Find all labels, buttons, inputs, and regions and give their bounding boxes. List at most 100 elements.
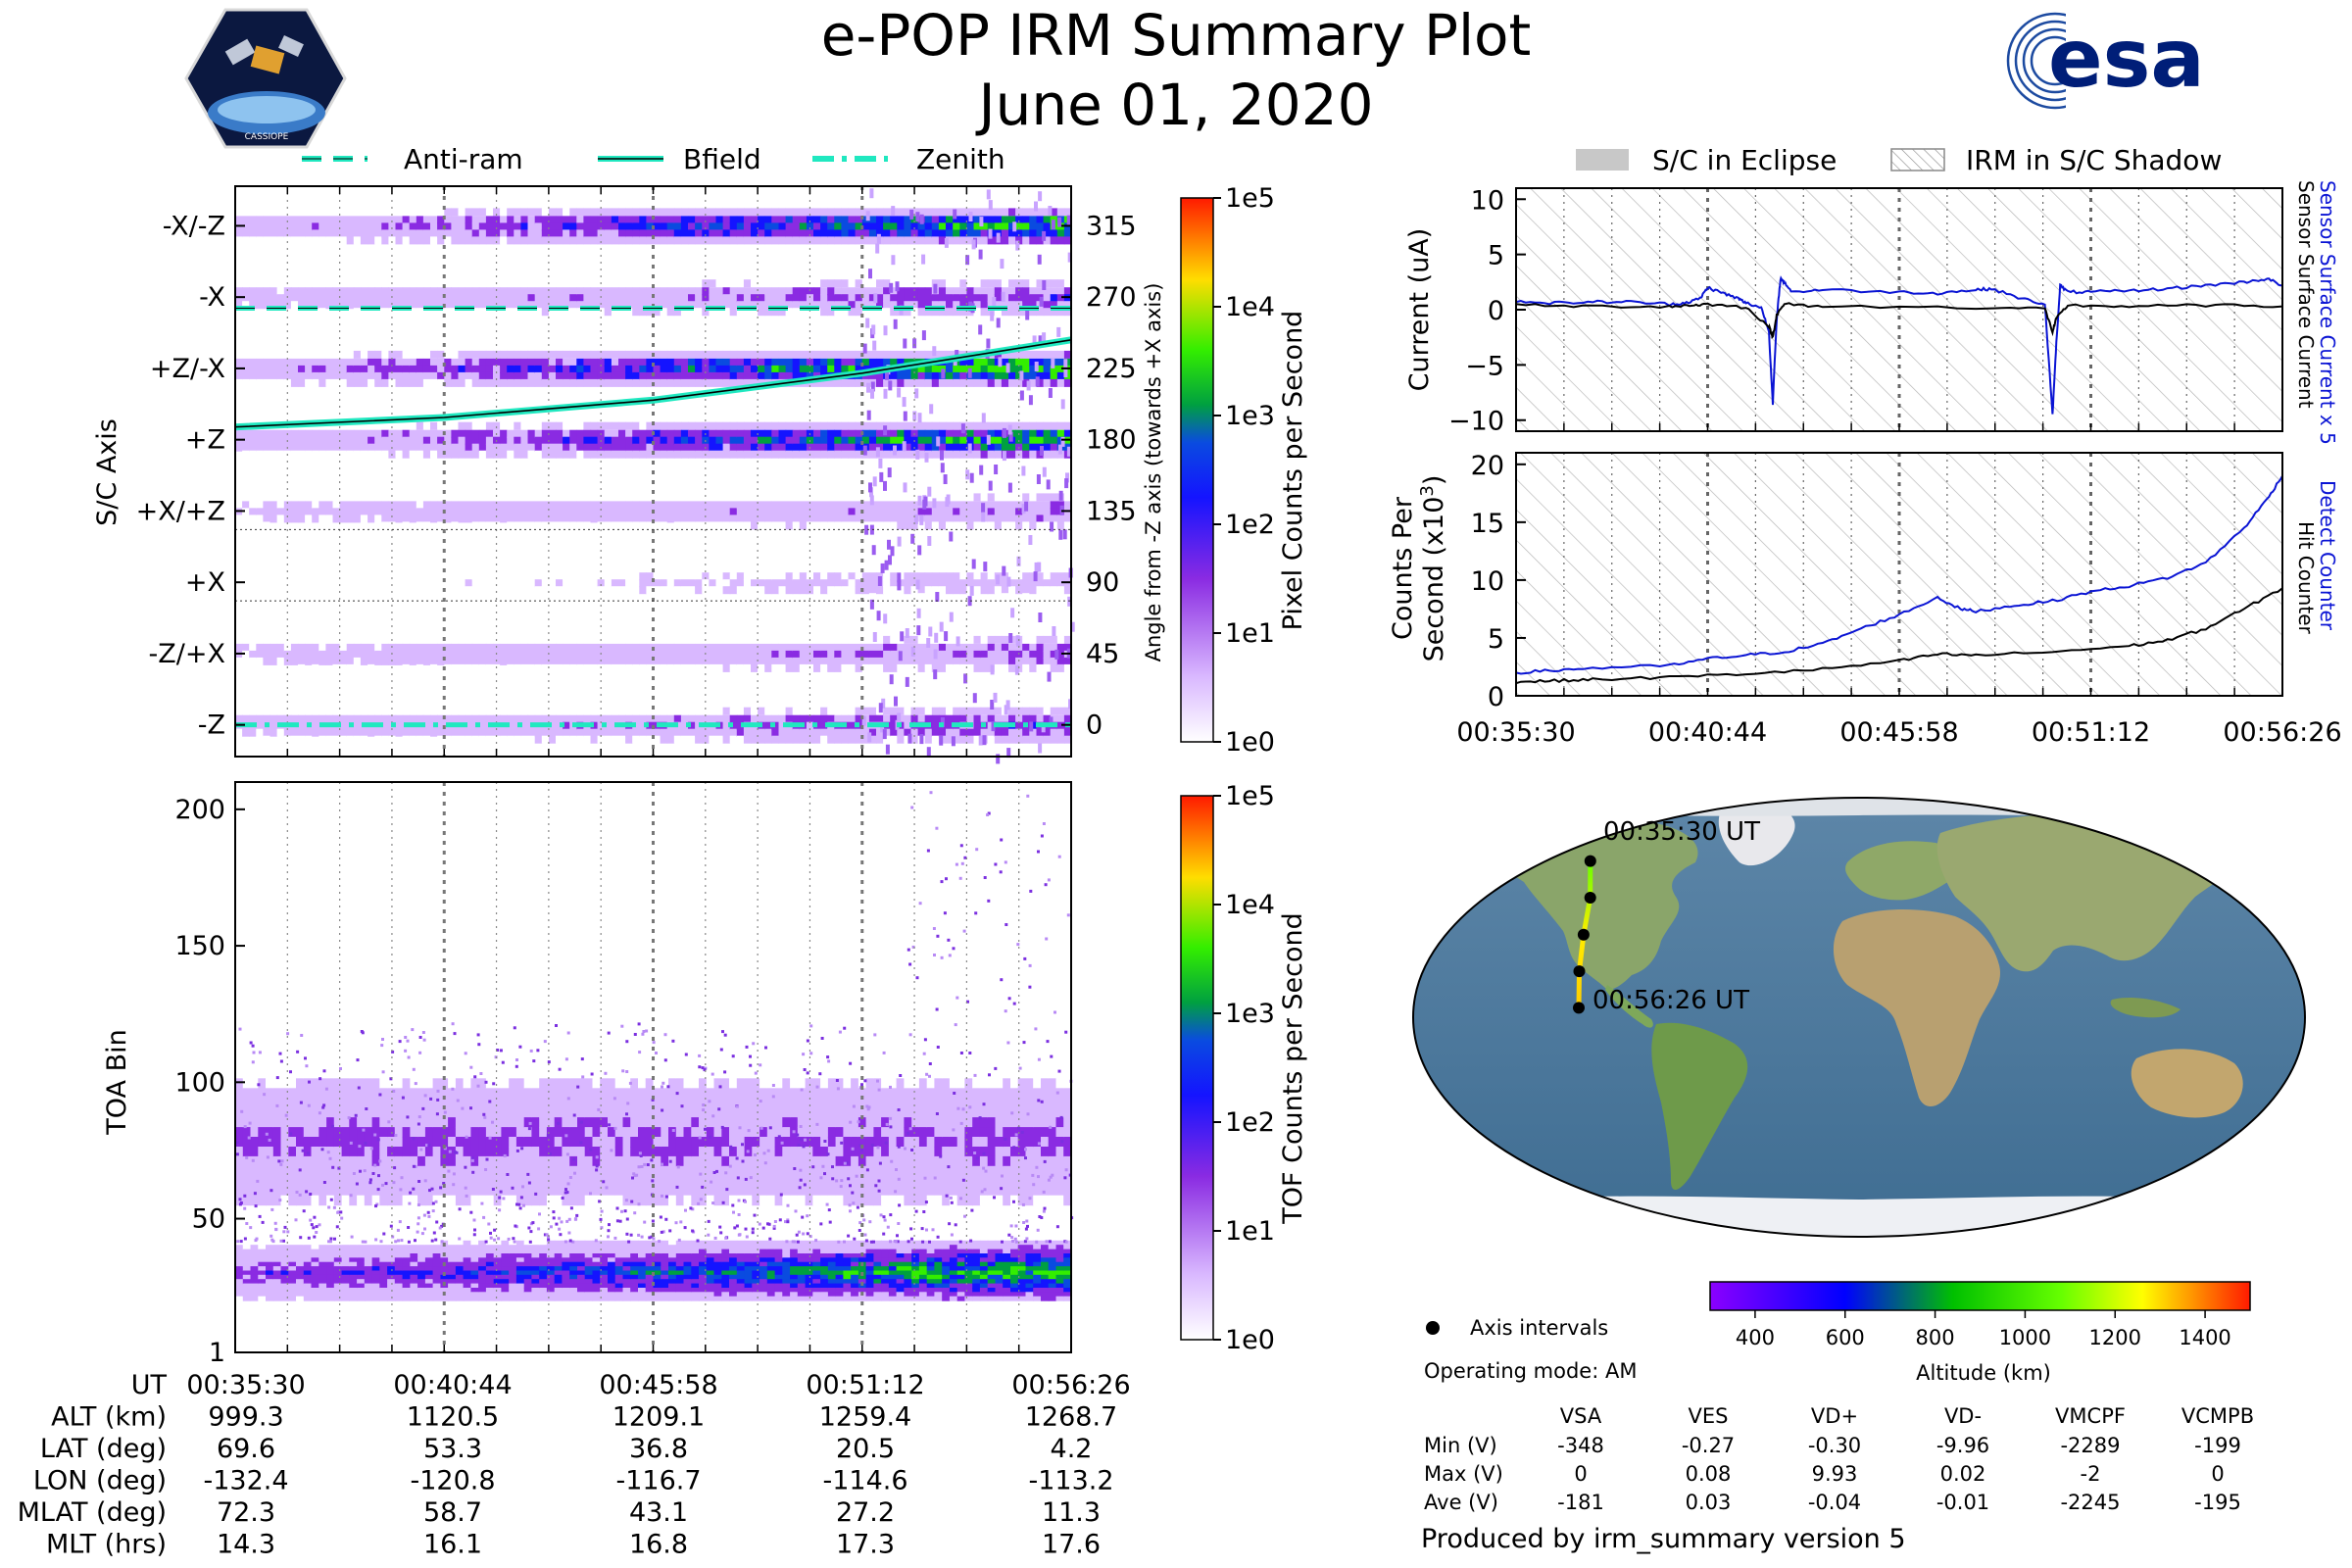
axis-band-cell <box>360 579 368 588</box>
axis-band-cell <box>736 365 745 373</box>
axis-band-cell <box>256 436 264 445</box>
axis-band-cell <box>256 501 264 510</box>
axis-band-cell <box>994 508 1003 516</box>
axis-band-cell <box>332 501 341 510</box>
axis-band-cell <box>283 501 292 510</box>
axis-band-cell <box>688 493 696 502</box>
axis-band-cell <box>353 371 362 380</box>
axis-band-cell <box>451 236 460 245</box>
axis-band-cell <box>556 222 564 231</box>
axis-band-cell <box>1063 579 1072 588</box>
axis-band-cell <box>1036 707 1045 715</box>
noise-cell <box>996 232 1001 243</box>
axis-band-cell <box>924 236 933 245</box>
noise-cell <box>969 472 974 483</box>
toa-cell <box>341 1078 350 1089</box>
axis-band-cell <box>1050 508 1058 516</box>
axis-band-cell <box>813 657 821 665</box>
axis-band-cell <box>736 294 745 303</box>
axis-band-cell <box>639 350 647 359</box>
axis-band-cell <box>290 707 299 715</box>
toa-cell <box>303 1137 313 1148</box>
axis-band-cell <box>813 493 821 502</box>
axis-band-cell <box>938 501 947 510</box>
axis-band-cell <box>931 308 940 317</box>
axis-band-cell <box>409 236 417 245</box>
toa-cell <box>250 1107 259 1118</box>
axis-band-cell <box>416 236 424 245</box>
axis-band-cell <box>242 358 250 367</box>
axis-band-cell <box>1029 308 1037 317</box>
axis-band-cell <box>688 508 696 516</box>
axis-band-cell <box>346 650 355 659</box>
axis-band-cell <box>471 521 480 530</box>
axis-band-cell <box>639 287 647 296</box>
axis-band-cell <box>1056 287 1065 296</box>
axis-band-cell <box>813 728 821 737</box>
axis-band-cell <box>924 229 933 238</box>
axis-band-cell <box>618 443 626 452</box>
axis-band-cell <box>771 301 779 310</box>
axis-band-cell <box>493 308 501 317</box>
axis-band-cell <box>422 728 431 737</box>
axis-band-cell <box>987 208 996 217</box>
ytick-right-label: 90 <box>1086 567 1119 598</box>
axis-band-cell <box>868 450 877 459</box>
axis-band-cell <box>242 501 250 510</box>
axis-band-cell <box>437 229 445 238</box>
axis-band-cell <box>1036 222 1045 231</box>
axis-band-cell <box>722 714 731 723</box>
axis-band-cell <box>611 358 619 367</box>
axis-band-cell <box>695 572 703 581</box>
axis-band-cell <box>980 421 989 430</box>
axis-band-cell <box>666 493 675 502</box>
axis-band-cell <box>806 294 814 303</box>
axis-band-cell <box>360 236 368 245</box>
noise-cell <box>1042 466 1047 477</box>
axis-band-cell <box>583 294 592 303</box>
axis-band-cell <box>325 714 334 723</box>
axis-band-cell <box>910 301 919 310</box>
axis-band-cell <box>471 378 480 387</box>
axis-band-cell <box>346 514 355 523</box>
axis-band-cell <box>868 714 877 723</box>
noise-cell <box>880 563 885 573</box>
axis-band-cell <box>1050 236 1058 245</box>
axis-band-cell <box>263 365 271 373</box>
axis-band-cell <box>966 514 975 523</box>
axis-band-cell <box>820 663 828 672</box>
axis-band-cell <box>758 421 765 430</box>
toa-cell <box>318 1137 327 1148</box>
noise-cell <box>1041 335 1046 345</box>
axis-band-cell <box>395 429 404 438</box>
axis-band-cell <box>799 371 808 380</box>
axis-band-cell <box>653 443 662 452</box>
axis-band-cell <box>507 208 514 217</box>
cassiope-logo: CASSIOPE <box>184 8 347 149</box>
axis-band-cell <box>820 586 828 595</box>
axis-band-cell <box>534 443 543 452</box>
axis-band-cell <box>325 521 334 530</box>
axis-band-cell <box>729 429 738 438</box>
colorbar-tick-label: 1e1 <box>1225 618 1275 649</box>
axis-band-cell <box>702 514 710 523</box>
axis-band-cell <box>910 707 919 715</box>
axis-band-cell <box>680 579 689 588</box>
axis-band-cell <box>827 650 835 659</box>
noise-cell <box>917 495 922 506</box>
toa-cell <box>326 1088 335 1099</box>
axis-band-cell <box>263 650 271 659</box>
toa-cell <box>341 1117 350 1128</box>
axis-band-cell <box>883 735 891 744</box>
axis-band-cell <box>729 586 738 595</box>
axis-band-cell <box>758 572 765 581</box>
axis-band-cell <box>953 294 960 303</box>
axis-band-cell <box>1008 421 1016 430</box>
axis-band-cell <box>576 650 584 659</box>
axis-band-cell <box>751 521 759 530</box>
axis-band-2 <box>235 350 1072 387</box>
axis-band-cell <box>1001 371 1009 380</box>
axis-band-cell <box>625 450 633 459</box>
axis-band-cell <box>966 663 975 672</box>
axis-band-cell <box>1029 493 1037 502</box>
